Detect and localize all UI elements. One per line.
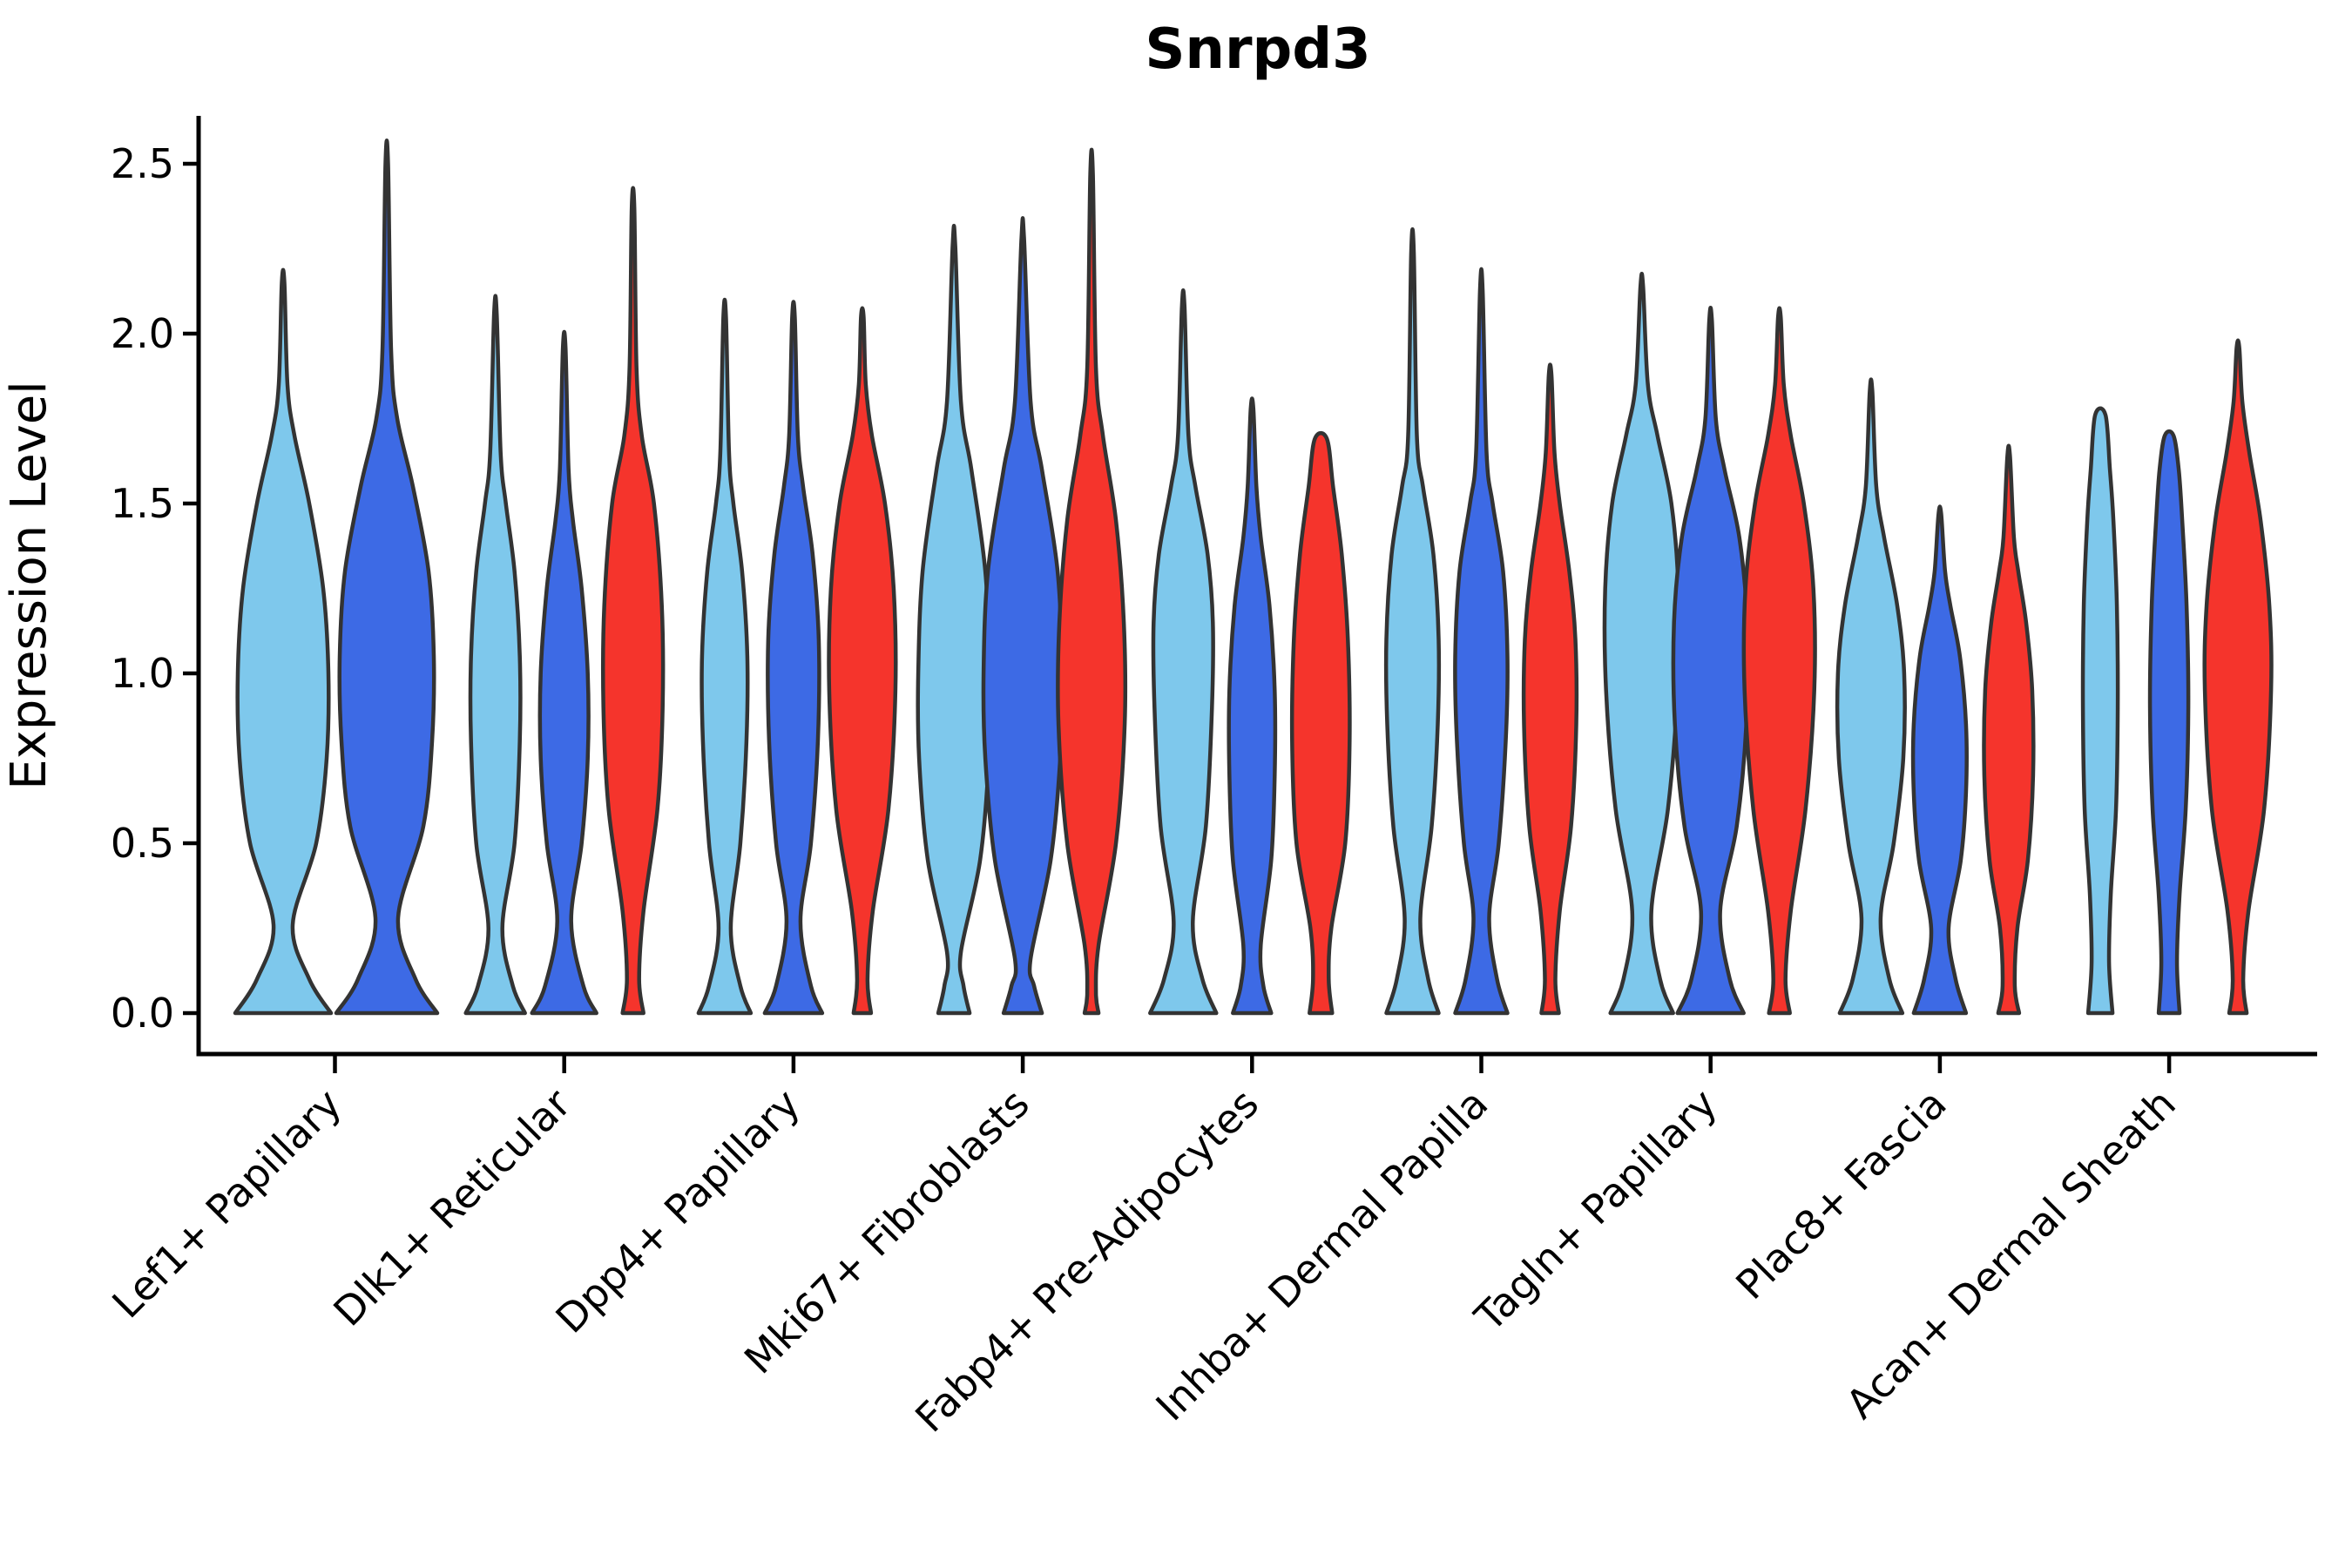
axes-layer: [196, 116, 2317, 1057]
y-tick-label: 1.5: [111, 480, 174, 527]
violin-royalblue-4: [981, 216, 1064, 1016]
x-tick-label-8: Plac8+ Fascia: [1727, 1080, 1955, 1308]
y-ticks-layer: 0.0 0.5 1.0 1.5 2.0 2.5: [111, 140, 199, 1037]
violin-skyblue-8: [1835, 377, 1907, 1016]
violin-red-2: [600, 186, 666, 1016]
violin-red-9: [2202, 338, 2274, 1016]
y-tick-label: 0.0: [111, 990, 174, 1037]
violin-skyblue-9: [2080, 406, 2120, 1016]
violin-skyblue-7: [1602, 271, 1681, 1016]
violin-royalblue-2: [530, 329, 598, 1016]
y-axis-label: Expression Level: [1, 381, 57, 790]
violin-royalblue-3: [762, 300, 825, 1016]
violin-skyblue-6: [1383, 227, 1442, 1016]
violin-red-5: [1289, 430, 1352, 1016]
violin-royalblue-5: [1227, 396, 1278, 1016]
y-tick-label: 0.5: [111, 820, 174, 867]
y-tick-label: 2.5: [111, 140, 174, 187]
violin-red-6: [1521, 362, 1579, 1016]
violin-royalblue-6: [1453, 267, 1510, 1016]
x-tick-label-7: Tagln+ Papillary: [1465, 1080, 1727, 1342]
violin-skyblue-5: [1148, 288, 1219, 1016]
x-tick-label-1: Lef1+ Papillary: [103, 1080, 350, 1328]
x-tick-label-2: Dlk1+ Reticular: [324, 1080, 579, 1335]
violins-layer: [233, 139, 2274, 1016]
violin-royalblue-8: [1910, 504, 1969, 1016]
y-tick-label: 1.0: [111, 650, 174, 697]
violin-royalblue-9: [2147, 429, 2191, 1016]
violin-skyblue-3: [696, 297, 754, 1016]
violin-royalblue-1: [334, 139, 440, 1016]
violin-skyblue-4: [916, 223, 992, 1016]
violin-skyblue-2: [463, 294, 527, 1016]
violin-red-3: [827, 306, 898, 1016]
x-tick-label-3: Dpp4+ Papillary: [546, 1080, 808, 1342]
violin-skyblue-1: [233, 267, 334, 1016]
chart-title: Snrpd3: [1145, 17, 1370, 82]
violin-royalblue-7: [1671, 305, 1750, 1016]
y-tick-label: 2.0: [111, 310, 174, 357]
violin-red-4: [1056, 147, 1128, 1016]
violin-red-7: [1741, 306, 1817, 1016]
violin-red-8: [1982, 443, 2036, 1016]
